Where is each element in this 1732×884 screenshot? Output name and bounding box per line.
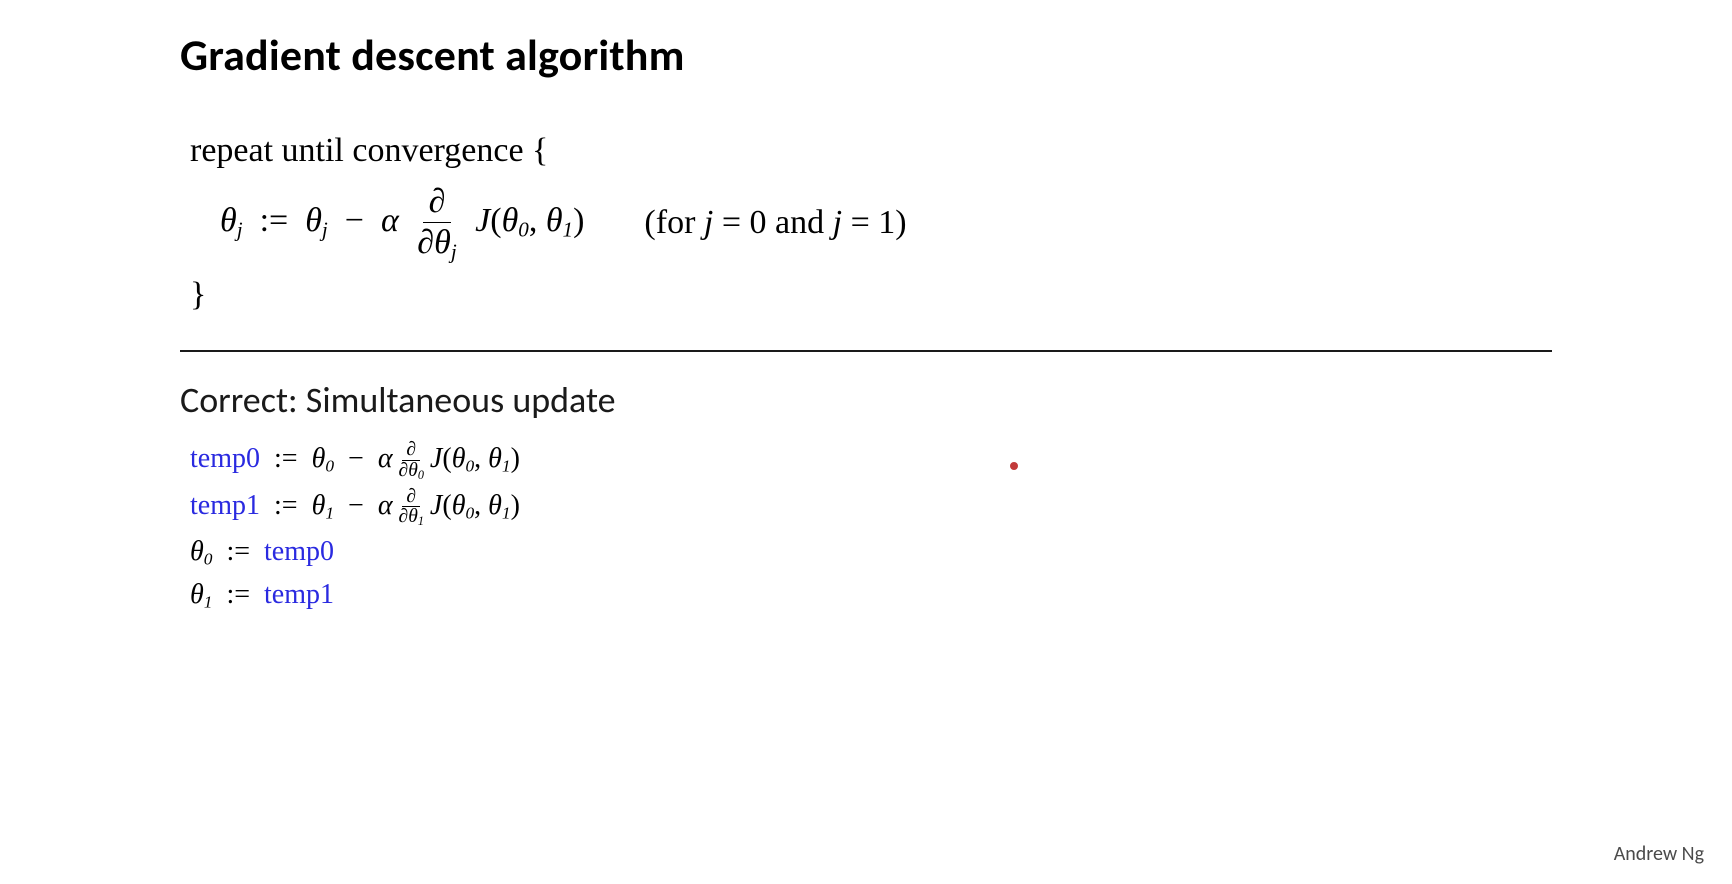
step-assign-theta1: θ1 := temp1 (190, 577, 1552, 614)
algorithm-block: repeat until convergence { θj := θj − α … (180, 132, 1552, 314)
step-assign-theta0: θ0 := temp0 (190, 534, 1552, 571)
section-divider (180, 350, 1552, 352)
partial-frac-1: ∂∂θ1 (395, 487, 428, 528)
assign-op: := (260, 202, 289, 239)
slide: Gradient descent algorithm repeat until … (0, 0, 1732, 884)
close-brace: } (190, 276, 1552, 314)
temp1-label: temp1 (190, 490, 260, 521)
correct-subheading: Correct: Simultaneous update (180, 378, 1552, 422)
slide-title: Gradient descent algorithm (180, 28, 1552, 82)
temp0-label: temp0 (190, 443, 260, 474)
repeat-line: repeat until convergence { (190, 132, 1552, 170)
step-temp0: temp0 := θ0 − α∂∂θ0J(θ0, θ1) (190, 440, 1552, 481)
partial-numerator: ∂ (423, 184, 452, 223)
for-j-note: (for j = 0 and j = 1) (644, 204, 906, 242)
minus-sign: − (345, 202, 364, 239)
partial-frac-0: ∂∂θ0 (395, 440, 428, 481)
cost-function-J: J (475, 202, 490, 239)
partial-denominator: ∂θj (411, 223, 462, 262)
theta-j-lhs: θj (220, 202, 243, 239)
alpha: α (381, 202, 399, 239)
cost-arg-theta0: θ0 (502, 202, 529, 239)
cursor-dot-icon (1010, 462, 1018, 470)
simultaneous-update-block: Correct: Simultaneous update temp0 := θ0… (180, 378, 1552, 613)
partial-derivative-fraction: ∂ ∂θj (411, 184, 462, 262)
cost-arg-theta1: θ1 (546, 202, 573, 239)
update-rule-equation: θj := θj − α ∂ ∂θj J(θ0, θ1) (220, 184, 584, 262)
step-temp1: temp1 := θ1 − α∂∂θ1J(θ0, θ1) (190, 487, 1552, 528)
attribution: Andrew Ng (1614, 842, 1704, 866)
update-rule-row: θj := θj − α ∂ ∂θj J(θ0, θ1) (for j = 0 … (220, 184, 1552, 262)
theta-j-rhs: θj (305, 202, 328, 239)
